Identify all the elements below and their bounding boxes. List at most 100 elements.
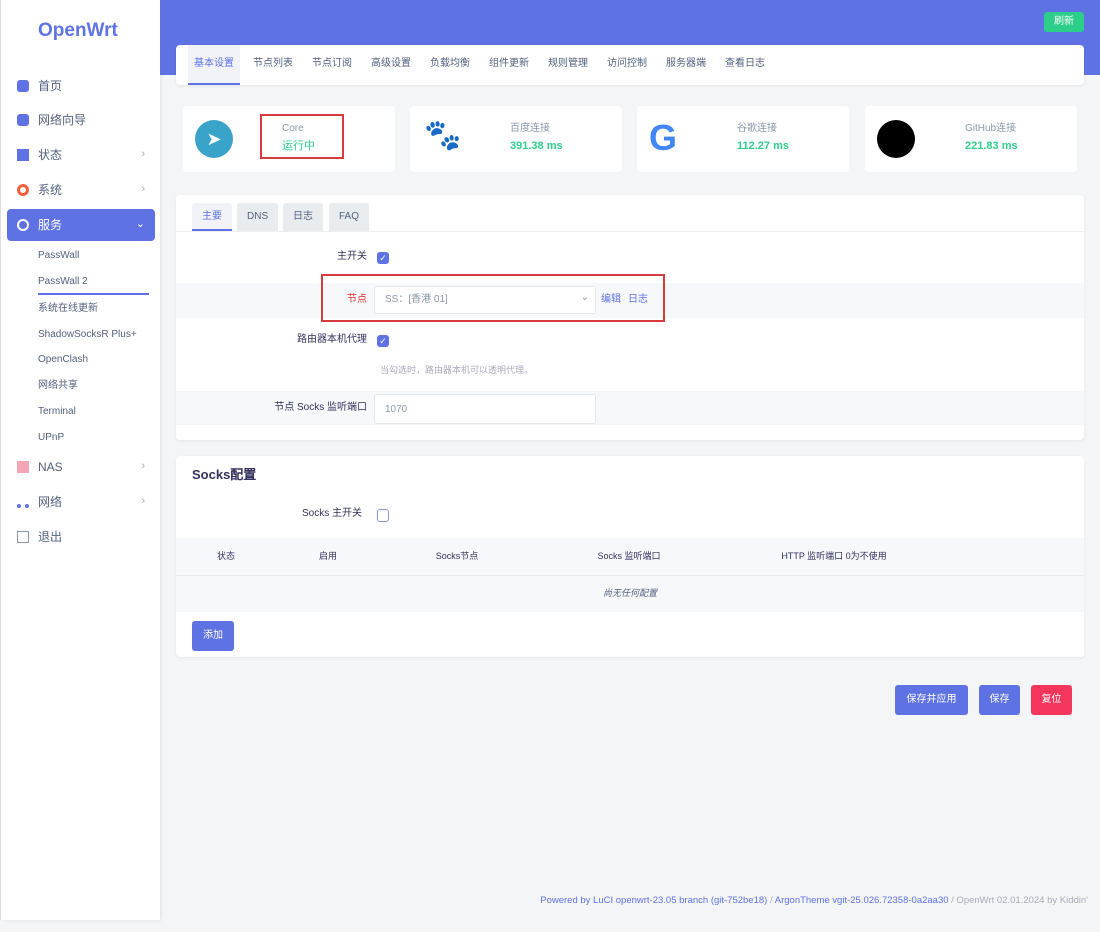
socks-switch-checkbox[interactable] [377,509,389,522]
sub-terminal[interactable]: Terminal [38,406,76,417]
nav-services[interactable]: 服务 ⌄ [7,209,155,241]
tab-rules[interactable]: 规则管理 [548,58,588,69]
node-label: 节点 [347,294,367,305]
footer-build: / OpenWrt 02.01.2024 by Kiddin' [951,895,1088,906]
main-settings-panel: 主要 DNS 日志 FAQ 主开关 ✓ 节点 SS：[香港 01] ⌄ 编辑 日志… [176,195,1084,440]
status-card-github: GitHub连接 221.83 ms [865,106,1077,172]
main-tabs: 基本设置 节点列表 节点订阅 高级设置 负载均衡 组件更新 规则管理 访问控制 … [176,45,1084,85]
master-switch-label: 主开关 [337,251,367,262]
chevron-right-icon: › [141,460,145,473]
router-proxy-label: 路由器本机代理 [297,334,367,345]
google-label: 谷歌连接 [737,123,777,134]
node-select[interactable]: SS：[香港 01] ⌄ [374,286,596,314]
reset-button[interactable]: 复位 [1031,685,1072,715]
sub-online-update[interactable]: 系统在线更新 [38,303,98,314]
status-cards: ➤ Core 运行中 🐾 百度连接 391.38 ms G 谷歌连接 112.2… [176,97,1084,181]
google-icon: G [649,117,678,158]
tab-server[interactable]: 服务器端 [666,58,706,69]
nav-status[interactable]: 状态 › [7,139,155,171]
cube-icon [17,80,29,92]
col-node: Socks节点 [435,550,479,561]
logout-icon [17,531,29,543]
nav-nas[interactable]: NAS › [7,451,155,483]
telegram-icon: ➤ [195,120,233,158]
socks-port-input[interactable]: 1070 [374,394,596,424]
node-edit-link[interactable]: 编辑 [601,294,621,305]
tab-basic[interactable]: 基本设置 [188,45,240,85]
nav-home[interactable]: 首页 [7,70,155,102]
table-row: 尚无任何配置 [176,575,1084,612]
footer-theme-link[interactable]: ArgonTheme vgit-25.026.72358-0a2aa30 [774,895,949,906]
gear-icon [17,184,29,196]
chevron-right-icon: › [141,183,145,196]
status-card-core: ➤ Core 运行中 [183,106,395,172]
add-button[interactable]: 添加 [192,621,234,651]
subtab-main[interactable]: 主要 [192,203,232,231]
logo: OpenWrt [38,20,118,41]
tab-components[interactable]: 组件更新 [489,58,529,69]
status-card-google: G 谷歌连接 112.27 ms [637,106,849,172]
nav-label: 网络向导 [38,112,87,127]
highlight-box [321,274,665,322]
link-icon [17,219,29,231]
github-icon [877,120,915,158]
divider [176,231,1084,232]
baidu-label: 百度连接 [510,123,550,134]
highlight-box [260,114,344,159]
nav-label: 网络 [38,494,63,509]
chevron-right-icon: › [141,495,145,508]
chevron-down-icon: ⌄ [135,218,145,231]
subtab-dns[interactable]: DNS [237,203,279,231]
sidebar: OpenWrt 首页 网络向导 状态 › 系统 › 服务 ⌄ PassWall Pas… [0,0,160,920]
nav-system[interactable]: 系统 › [7,174,155,206]
master-switch-checkbox[interactable]: ✓ [377,252,389,264]
nav-logout[interactable]: 退出 [7,521,155,553]
socks-table: 状态 启用 Socks节点 Socks 监听端口 HTTP 监听端口 0为不使用… [176,538,1084,612]
sub-ssr-plus[interactable]: ShadowSocksR Plus+ [38,329,137,340]
tab-access[interactable]: 访问控制 [607,58,647,69]
router-proxy-checkbox[interactable]: ✓ [377,335,389,347]
col-status: 状态 [216,550,235,561]
col-enabled: 启用 [318,550,337,561]
chevron-right-icon: › [141,148,145,161]
tab-logs[interactable]: 查看日志 [725,58,765,69]
sub-passwall2[interactable]: PassWall 2 [38,276,149,295]
github-label: GitHub连接 [965,123,1017,134]
table-header: 状态 启用 Socks节点 Socks 监听端口 HTTP 监听端口 0为不使用 [176,538,1084,575]
sub-openclash[interactable]: OpenClash [38,354,89,365]
node-select-value: SS：[香港 01] [385,294,448,305]
nav-label: 退出 [38,529,63,544]
google-latency: 112.27 ms [737,140,789,152]
sub-network-share[interactable]: 网络共享 [38,380,78,391]
subtab-log[interactable]: 日志 [283,203,323,231]
nav-label: 系统 [38,182,63,197]
cube-icon [17,114,29,126]
nav-network[interactable]: 网络 › [7,486,155,518]
dashboard-icon [17,149,29,161]
nav-label: 服务 [38,217,63,232]
chevron-down-icon: ⌄ [580,292,589,303]
footer-luci-link[interactable]: Powered by LuCI openwrt-23.05 branch (gi… [540,895,768,906]
subtab-faq[interactable]: FAQ [329,203,370,231]
nav-wizard[interactable]: 网络向导 [7,104,155,136]
sitemap-icon [17,496,29,508]
tab-advanced[interactable]: 高级设置 [371,58,411,69]
sub-upnp[interactable]: UPnP [38,432,65,443]
status-card-baidu: 🐾 百度连接 391.38 ms [410,106,622,172]
col-socks-port: Socks 监听端口 [597,550,661,561]
tab-balance[interactable]: 负载均衡 [430,58,470,69]
socks-switch-label: Socks 主开关 [302,508,363,519]
tab-nodes[interactable]: 节点列表 [253,58,293,69]
github-latency: 221.83 ms [965,140,1018,152]
save-apply-button[interactable]: 保存并应用 [895,685,968,715]
refresh-button[interactable]: 刷新 [1044,12,1084,32]
node-log-link[interactable]: 日志 [628,294,648,305]
sub-passwall[interactable]: PassWall [38,250,80,261]
save-button[interactable]: 保存 [979,685,1020,715]
socks-port-row [176,391,1084,425]
nav-label: NAS [38,459,63,474]
socks-panel: Socks配置 Socks 主开关 状态 启用 Socks节点 Socks 监听… [176,456,1084,657]
node-row [176,283,1084,318]
socks-title: Socks配置 [192,467,257,482]
tab-subscribe[interactable]: 节点订阅 [312,58,352,69]
